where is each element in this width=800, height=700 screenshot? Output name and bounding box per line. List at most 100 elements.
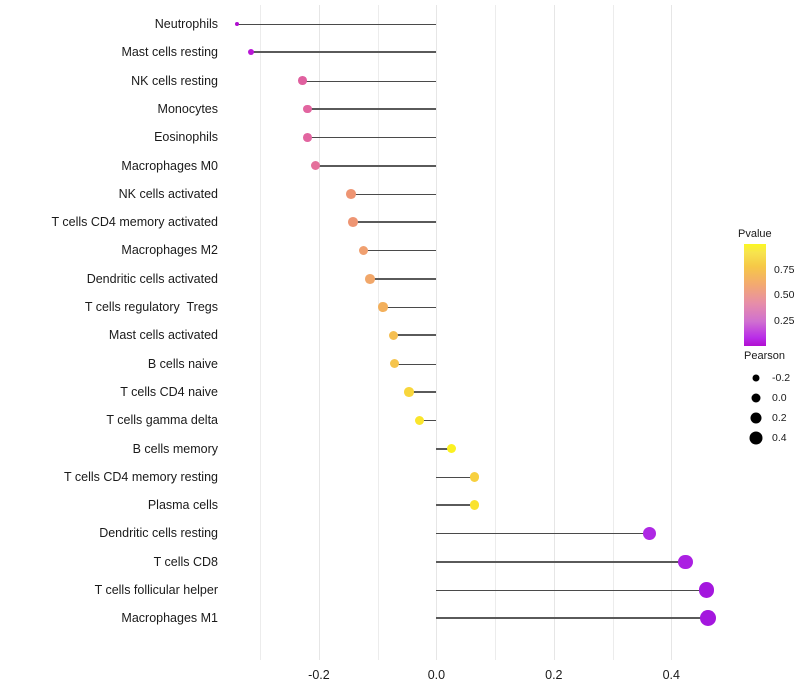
lollipop-dot[interactable] [700, 610, 717, 627]
gridline-major [671, 5, 673, 660]
lollipop-dot[interactable] [642, 526, 657, 541]
lollipop-stem [315, 164, 437, 167]
colorbar-tick-label: 0.50 [774, 289, 795, 301]
colorbar-tick-label: 0.25 [774, 314, 795, 327]
lollipop-dot[interactable] [698, 582, 715, 598]
lollipop-dot[interactable] [365, 273, 375, 284]
lollipop-stem [436, 533, 650, 535]
colorbar-tick-label: 0.75 [774, 263, 795, 276]
x-axis-tick-label: -0.2 [308, 668, 330, 682]
lollipop-stem [408, 390, 437, 393]
lollipop-stem [436, 447, 452, 450]
lollipop-dot[interactable] [678, 554, 693, 569]
lollipop-stem [251, 51, 437, 54]
y-axis-label: Macrophages M0 [121, 158, 218, 173]
x-axis: -0.2 0.0 0.2 0.4 [225, 662, 730, 692]
pearson-legend-row: 0.0 [738, 388, 800, 408]
pearson-legend-row: 0.4 [738, 428, 800, 448]
gridline-major [318, 5, 320, 660]
lollipop-dot[interactable] [310, 160, 321, 171]
y-axis-label: Dendritic cells activated [86, 271, 218, 286]
pvalue-colorbar: 0.75 0.50 0.25 [744, 244, 794, 346]
y-axis-label: Mast cells activated [108, 328, 218, 343]
y-axis-label: Neutrophils [154, 17, 218, 31]
y-axis-label: Plasma cells [147, 498, 218, 513]
lollipop-stem [382, 307, 437, 308]
y-axis-label: Macrophages M1 [121, 611, 218, 626]
y-axis-label: T cells gamma delta [106, 413, 218, 428]
x-axis-tick-label: 0.2 [545, 668, 563, 682]
lollipop-dot[interactable] [469, 472, 480, 482]
lollipop-stem [393, 334, 437, 337]
y-axis-label: Eosinophils [154, 130, 218, 145]
lollipop-dot[interactable] [403, 387, 414, 397]
lollipop-dot[interactable] [348, 217, 358, 227]
pearson-legend-title: Pearson [744, 350, 785, 362]
lollipop-dot[interactable] [248, 49, 255, 56]
lollipop-stem [307, 107, 437, 110]
pearson-legend-label: 0.0 [772, 392, 787, 404]
gridline-minor [612, 5, 614, 660]
y-axis-label: B cells naive [147, 356, 218, 371]
lollipop-stem [307, 137, 437, 139]
colorbar-tick [766, 295, 771, 296]
y-axis-label: Macrophages M2 [121, 243, 218, 258]
pvalue-legend-title: Pvalue [738, 228, 772, 240]
lollipop-stem [394, 363, 437, 365]
pearson-legend-row: -0.2 [738, 368, 800, 388]
gridline-minor [495, 5, 497, 660]
gridline-major [436, 5, 438, 660]
pvalue-colorbar-gradient [744, 244, 766, 346]
pearson-legend-row: 0.2 [738, 408, 800, 428]
plot-panel [225, 5, 730, 660]
lollipop-dot[interactable] [234, 22, 239, 26]
y-axis-label: NK cells resting [131, 73, 218, 88]
lollipop-stem [419, 420, 437, 422]
gridline-major [553, 5, 555, 660]
y-axis-label: T cells CD4 memory resting [64, 469, 218, 484]
lollipop-dot[interactable] [469, 500, 480, 510]
pearson-legend-dot [752, 374, 760, 382]
lollipop-dot[interactable] [378, 302, 388, 312]
lollipop-stem [436, 590, 707, 591]
y-axis-label: T cells CD8 [153, 554, 218, 569]
y-axis-label: NK cells activated [118, 186, 218, 201]
gridline-minor [377, 5, 379, 660]
gridline-minor [260, 5, 262, 660]
pearson-legend-dot [749, 431, 763, 445]
y-axis-label: Mast cells resting [121, 45, 218, 60]
y-axis-labels: Neutrophils Mast cells resting NK cells re… [0, 0, 219, 660]
lollipop-stem [436, 476, 475, 478]
pearson-legend-dot [751, 393, 761, 403]
pearson-legend-label: 0.2 [772, 412, 787, 424]
lollipop-dot[interactable] [298, 76, 307, 85]
x-axis-tick-label: 0.4 [662, 668, 680, 682]
lollipop-dot[interactable] [390, 358, 400, 369]
y-axis-label: T cells regulatory Tregs [84, 300, 218, 314]
colorbar-tick [766, 269, 771, 271]
lollipop-stem [436, 560, 686, 563]
lollipop-dot[interactable] [346, 188, 357, 199]
pearson-legend-dot [750, 412, 762, 424]
lollipop-dot[interactable] [303, 132, 313, 142]
lollipop-dot[interactable] [446, 444, 456, 453]
lollipop-stem [302, 80, 437, 82]
y-axis-label: Monocytes [157, 101, 218, 116]
lollipop-stem [436, 617, 709, 620]
lollipop-dot[interactable] [358, 245, 369, 256]
lollipop-stem [436, 504, 475, 507]
lollipop-dot[interactable] [303, 104, 313, 114]
y-axis-label: Dendritic cells resting [99, 526, 218, 541]
lollipop-stem [353, 221, 437, 224]
y-axis-label: T cells CD4 naive [120, 384, 218, 399]
legend-area: Pvalue 0.75 0.50 0.25 Pearson -0.2 0.0 0.2 0.… [738, 228, 800, 468]
lollipop-dot[interactable] [414, 415, 424, 425]
lollipop-stem [370, 277, 437, 280]
pearson-legend-label: -0.2 [772, 372, 791, 384]
y-axis-label: T cells CD4 memory activated [51, 215, 219, 230]
y-axis-label: B cells memory [132, 441, 218, 456]
lollipop-dot[interactable] [388, 330, 399, 340]
colorbar-tick [766, 320, 771, 322]
lollipop-stem [236, 24, 437, 25]
